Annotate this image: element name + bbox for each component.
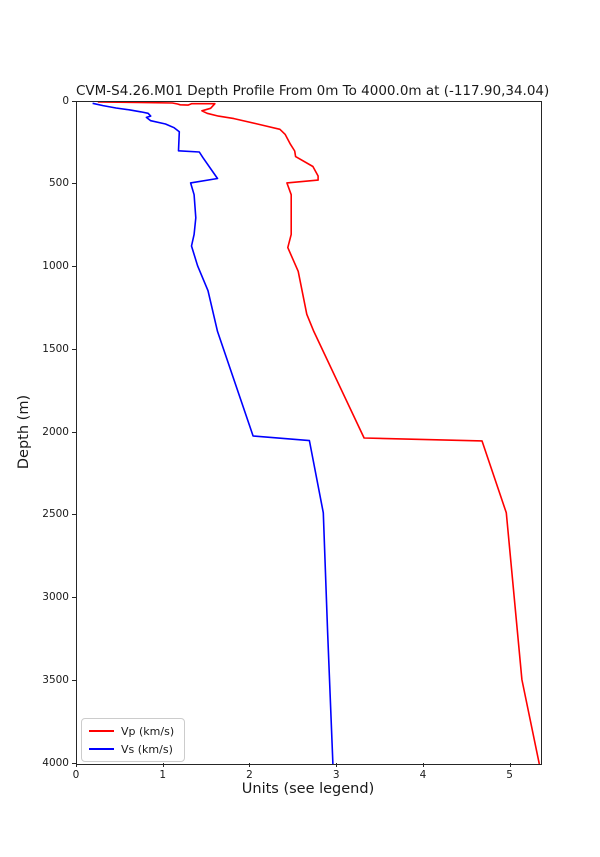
legend-entry-vp: Vp (km/s) (89, 724, 174, 738)
y-tick-mark (72, 183, 76, 185)
vp-curve (97, 101, 541, 764)
legend: Vp (km/s) Vs (km/s) (81, 718, 186, 762)
x-tick-label: 4 (419, 769, 427, 781)
y-tick-label: 2500 (42, 508, 69, 521)
legend-label: Vs (km/s) (121, 742, 173, 756)
x-tick-mark (162, 763, 164, 767)
plot-area (76, 100, 542, 765)
y-tick-label: 1000 (42, 260, 69, 272)
profile-curves (92, 101, 541, 764)
x-tick-label: 0 (72, 769, 80, 781)
y-tick-mark (72, 431, 76, 433)
x-tick-label: 5 (506, 769, 513, 781)
x-tick-mark (422, 763, 424, 767)
x-tick-mark (509, 763, 511, 767)
chart-title: CVM-S4.26.M01 Depth Profile From 0m To 4… (76, 83, 550, 99)
x-axis-label: Units (see legend) (241, 781, 375, 797)
legend-label: Vp (km/s) (121, 724, 175, 738)
vs-curve (92, 102, 334, 764)
y-tick-mark (72, 514, 76, 516)
x-tick-label: 1 (159, 769, 167, 781)
y-tick-mark (72, 266, 76, 267)
legend-entry-vs: Vs (km/s) (89, 742, 174, 756)
x-tick-mark (76, 763, 77, 767)
x-tick-mark (336, 763, 338, 767)
y-tick-mark (72, 597, 76, 598)
vs-legend-line-sample (89, 748, 114, 750)
y-tick-mark (72, 348, 76, 350)
y-tick-label: 3500 (42, 673, 69, 686)
y-tick-label: 4000 (42, 756, 69, 769)
y-tick-mark (72, 679, 76, 681)
y-tick-label: 3000 (42, 591, 69, 603)
x-tick-mark (249, 763, 251, 767)
y-axis-label: Depth (m) (16, 394, 32, 470)
y-tick-label: 500 (48, 177, 69, 190)
x-tick-label: 3 (332, 769, 340, 781)
x-tick-label: 2 (246, 769, 253, 781)
y-tick-mark (72, 762, 76, 764)
y-tick-label: 2000 (42, 425, 69, 438)
y-tick-label: 1500 (42, 342, 69, 355)
y-tick-label: 0 (62, 94, 69, 107)
vp-legend-line-sample (89, 730, 114, 732)
y-tick-mark (72, 100, 76, 102)
